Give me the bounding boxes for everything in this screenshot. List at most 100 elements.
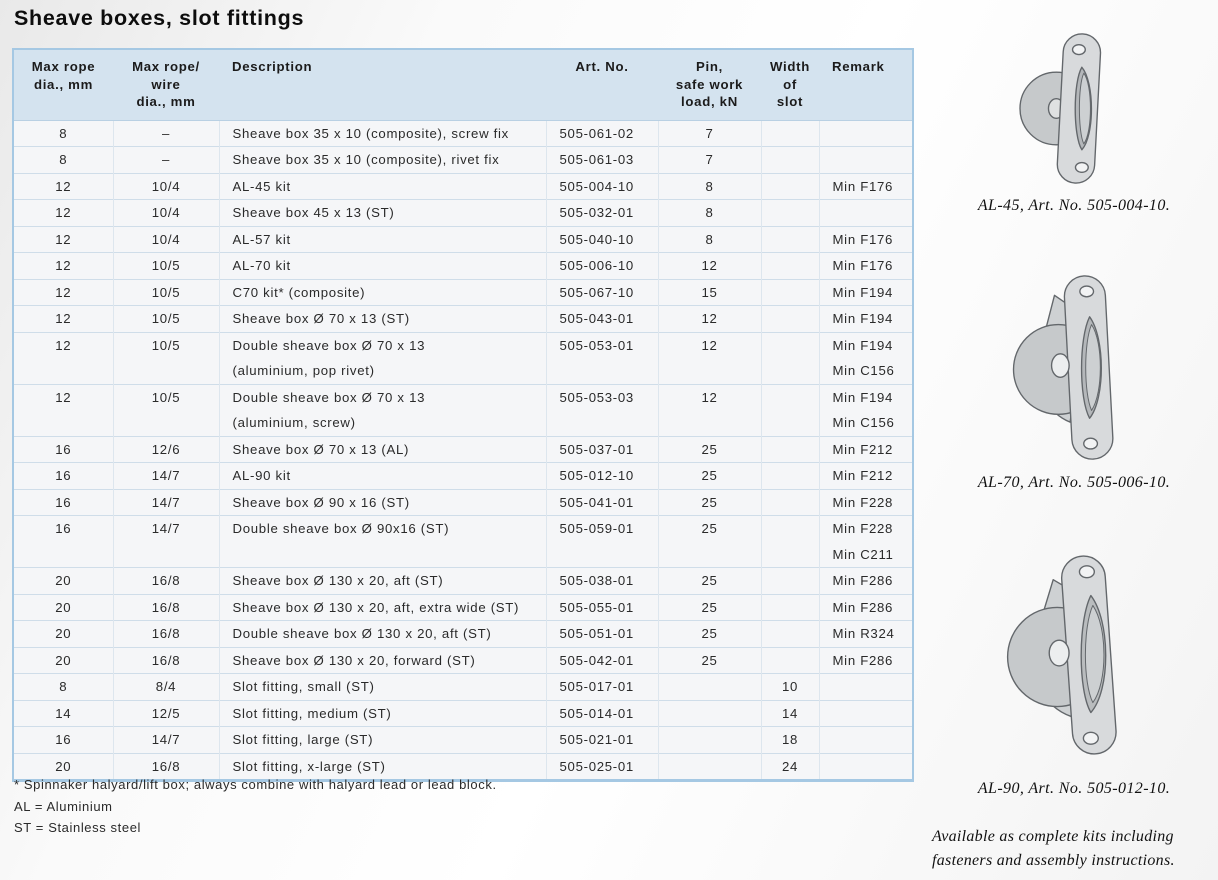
header-remark: Remark	[819, 49, 913, 120]
product-table: Max rope dia., mm Max rope/ wire dia., m…	[12, 48, 914, 782]
table-row: 16 14/7 Sheave box Ø 90 x 16 (ST) 505-041-0…	[13, 488, 913, 516]
table-cell: Min F286	[818, 646, 913, 674]
table-cell	[760, 620, 819, 647]
table-cell: 505-006-10	[545, 252, 658, 279]
table-cell: 12/5	[112, 699, 219, 727]
table-cell: 20	[13, 593, 113, 621]
table-cell: 505-042-01	[545, 646, 658, 674]
table-cell: 12	[657, 383, 761, 436]
table-cell: 505-012-10	[545, 462, 658, 489]
table-cell: Sheave box Ø 130 x 20, forward (ST)	[218, 646, 546, 674]
table-cell: 10/4	[112, 225, 219, 253]
table-cell: 8	[13, 146, 113, 173]
table-cell	[760, 593, 819, 621]
table-cell: 12	[657, 331, 761, 384]
table-row: 20 16/8 Double sheave box Ø 130 x 20, aft …	[13, 620, 913, 647]
table-cell: 20	[13, 752, 113, 781]
table-cell: –	[112, 146, 219, 173]
table-row: 16 12/6 Sheave box Ø 70 x 13 (AL) 505-037-0…	[13, 435, 913, 463]
table-cell: 505-014-01	[545, 699, 658, 727]
table-cell: Sheave box 35 x 10 (composite), screw fi…	[218, 119, 546, 147]
table-cell	[760, 252, 819, 279]
table-cell: 505-025-01	[545, 752, 658, 781]
header-pin-safe-work-load: Pin, safe work load, kN	[658, 49, 761, 120]
table-row: 12 10/4 AL-45 kit 505-004-10 8 Min F176	[13, 172, 913, 200]
table-cell: 25	[657, 462, 761, 489]
table-cell: 12	[657, 305, 761, 332]
table-cell: 18	[760, 726, 819, 753]
table-cell	[760, 383, 819, 436]
table-cell	[760, 225, 819, 253]
table-cell	[760, 172, 819, 200]
table-cell: Min R324	[818, 620, 913, 647]
table-cell: 10/5	[112, 305, 219, 332]
table-cell: 25	[657, 488, 761, 516]
table-cell: 14	[760, 699, 819, 727]
page-title: Sheave boxes, slot fittings	[14, 6, 305, 30]
header-max-rope-dia: Max rope dia., mm	[13, 49, 113, 120]
table-row: 12 10/4 Sheave box 45 x 13 (ST) 505-032-01 8	[13, 199, 913, 226]
table-cell: 12	[13, 172, 113, 200]
table-cell: Slot fitting, x-large (ST)	[218, 752, 546, 781]
al-70-illustration	[930, 268, 1218, 473]
table-cell: 505-021-01	[545, 726, 658, 753]
table-cell	[818, 199, 913, 226]
table-cell	[760, 515, 819, 568]
table-cell: Min F194	[818, 278, 913, 306]
table-row: 20 16/8 Slot fitting, x-large (ST) 505-025-…	[13, 752, 913, 781]
header-description: Description	[219, 49, 546, 120]
table-cell: 12	[13, 305, 113, 332]
footnote-spinnaker: * Spinnaker halyard/lift box; always com…	[14, 777, 497, 792]
table-cell: 16	[13, 462, 113, 489]
table-cell: 14/7	[112, 462, 219, 489]
table-cell	[760, 305, 819, 332]
table-cell: 20	[13, 646, 113, 674]
al-90-caption: AL-90, Art. No. 505-012-10.	[977, 780, 1171, 797]
table-cell: C70 kit* (composite)	[218, 278, 546, 306]
table-cell: 505-051-01	[545, 620, 658, 647]
product-table-container: Max rope dia., mm Max rope/ wire dia., m…	[12, 48, 914, 782]
table-cell: –	[112, 119, 219, 147]
table-row: 14 12/5 Slot fitting, medium (ST) 505-014-0…	[13, 699, 913, 727]
table-row: 8– Sheave box 35 x 10 (composite), rivet …	[13, 146, 913, 173]
table-cell: 8/4	[112, 673, 219, 700]
table-cell	[818, 726, 913, 753]
table-cell: Min F228 Min C211	[818, 515, 913, 568]
table-cell: 505-017-01	[545, 673, 658, 700]
table-cell: 16	[13, 726, 113, 753]
table-cell	[760, 462, 819, 489]
table-cell	[818, 673, 913, 700]
table-row: 16 14/7 AL-90 kit 505-012-10 25 Min F212	[13, 462, 913, 489]
table-cell: Double sheave box Ø 130 x 20, aft (ST)	[218, 620, 546, 647]
table-cell: 16	[13, 435, 113, 463]
table-cell: 505-043-01	[545, 305, 658, 332]
table-header: Max rope dia., mm Max rope/ wire dia., m…	[13, 49, 913, 120]
table-cell: 12	[13, 278, 113, 306]
table-cell	[818, 752, 913, 781]
table-cell: 8	[657, 172, 761, 200]
table-row: 12 10/4 AL-57 kit 505-040-10 8 Min F176	[13, 225, 913, 253]
table-cell: 8	[13, 673, 113, 700]
table-cell: Min F176	[818, 225, 913, 253]
table-cell: 10/5	[112, 278, 219, 306]
table-cell	[760, 646, 819, 674]
table-cell	[657, 752, 761, 781]
table-cell: Sheave box Ø 70 x 13 (AL)	[218, 435, 546, 463]
table-cell: Min F176	[818, 172, 913, 200]
table-cell: 25	[657, 593, 761, 621]
table-cell	[818, 119, 913, 147]
table-cell: Min F212	[818, 435, 913, 463]
table-cell: Slot fitting, medium (ST)	[218, 699, 546, 727]
table-cell: 14/7	[112, 515, 219, 568]
table-cell: Min F194 Min C156	[818, 331, 913, 384]
table-cell: 15	[657, 278, 761, 306]
table-cell: Sheave box Ø 70 x 13 (ST)	[218, 305, 546, 332]
table-cell	[818, 146, 913, 173]
sheave-box-drawing-icon	[1012, 275, 1114, 460]
table-cell: Double sheave box Ø 90x16 (ST)	[218, 515, 546, 568]
table-cell: 12	[13, 199, 113, 226]
table-cell: 505-038-01	[545, 567, 658, 594]
table-cell	[657, 726, 761, 753]
table-cell: 12	[13, 383, 113, 436]
table-cell: 10/5	[112, 252, 219, 279]
